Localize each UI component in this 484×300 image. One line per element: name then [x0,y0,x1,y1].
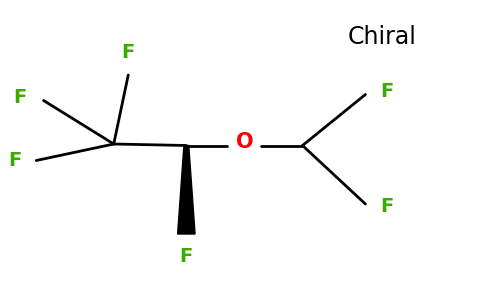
Text: O: O [236,133,253,152]
Text: F: F [380,197,393,217]
Text: F: F [180,248,193,266]
Text: F: F [9,151,22,170]
Polygon shape [178,146,195,234]
Text: F: F [380,82,393,101]
Text: F: F [121,43,135,61]
Text: Chiral: Chiral [348,26,417,50]
Text: F: F [14,88,27,107]
